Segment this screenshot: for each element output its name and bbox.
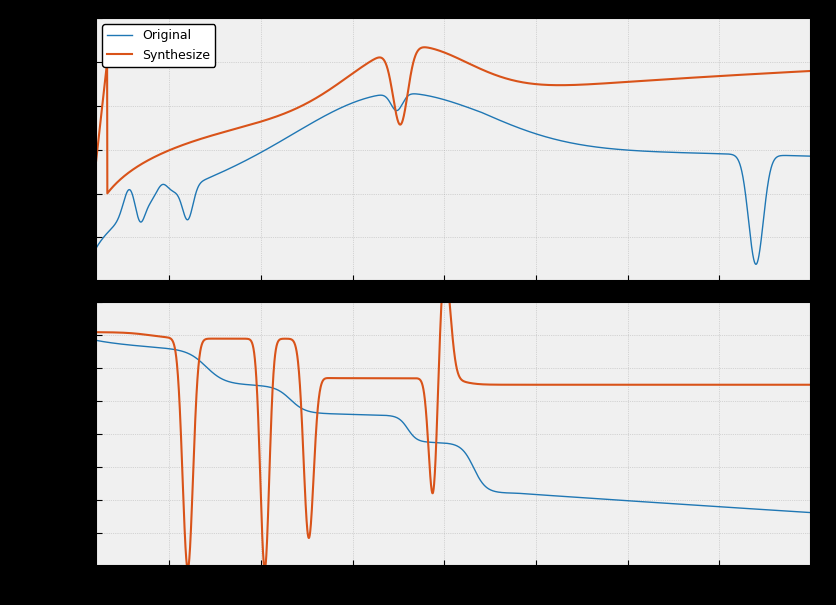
Original: [806, 152, 816, 160]
Synthesize: [716, 381, 726, 388]
Original: [173, 192, 183, 199]
Original: [792, 508, 802, 515]
Synthesize: [396, 374, 406, 382]
Synthesize: [102, 190, 112, 197]
Legend: Original, Synthesize: Original, Synthesize: [102, 24, 216, 67]
Synthesize: [365, 57, 375, 65]
Line: Synthesize: Synthesize: [96, 269, 811, 569]
Original: [396, 102, 406, 110]
Synthesize: [440, 265, 450, 272]
Synthesize: [420, 44, 430, 51]
Original: [215, 374, 225, 382]
Line: Synthesize: Synthesize: [96, 47, 811, 194]
Synthesize: [91, 157, 101, 165]
Synthesize: [365, 374, 375, 382]
Original: [751, 261, 761, 268]
Original: [715, 503, 725, 511]
Original: [396, 417, 406, 424]
Synthesize: [173, 143, 183, 151]
Original: [91, 337, 101, 344]
Synthesize: [806, 67, 816, 74]
Original: [793, 152, 803, 159]
Original: [91, 244, 101, 252]
Original: [173, 347, 183, 354]
Synthesize: [716, 73, 726, 80]
Synthesize: [260, 565, 270, 572]
Original: [715, 150, 725, 157]
Original: [365, 93, 375, 100]
Original: [365, 411, 375, 419]
Synthesize: [216, 129, 226, 137]
Synthesize: [793, 68, 803, 75]
Synthesize: [806, 381, 816, 388]
Original: [806, 509, 816, 516]
Synthesize: [91, 329, 101, 336]
Original: [215, 169, 225, 177]
Line: Original: Original: [96, 341, 811, 512]
Synthesize: [793, 381, 803, 388]
Line: Original: Original: [96, 94, 811, 264]
Synthesize: [396, 120, 406, 127]
Original: [409, 90, 419, 97]
Synthesize: [173, 368, 183, 376]
Synthesize: [215, 335, 225, 342]
